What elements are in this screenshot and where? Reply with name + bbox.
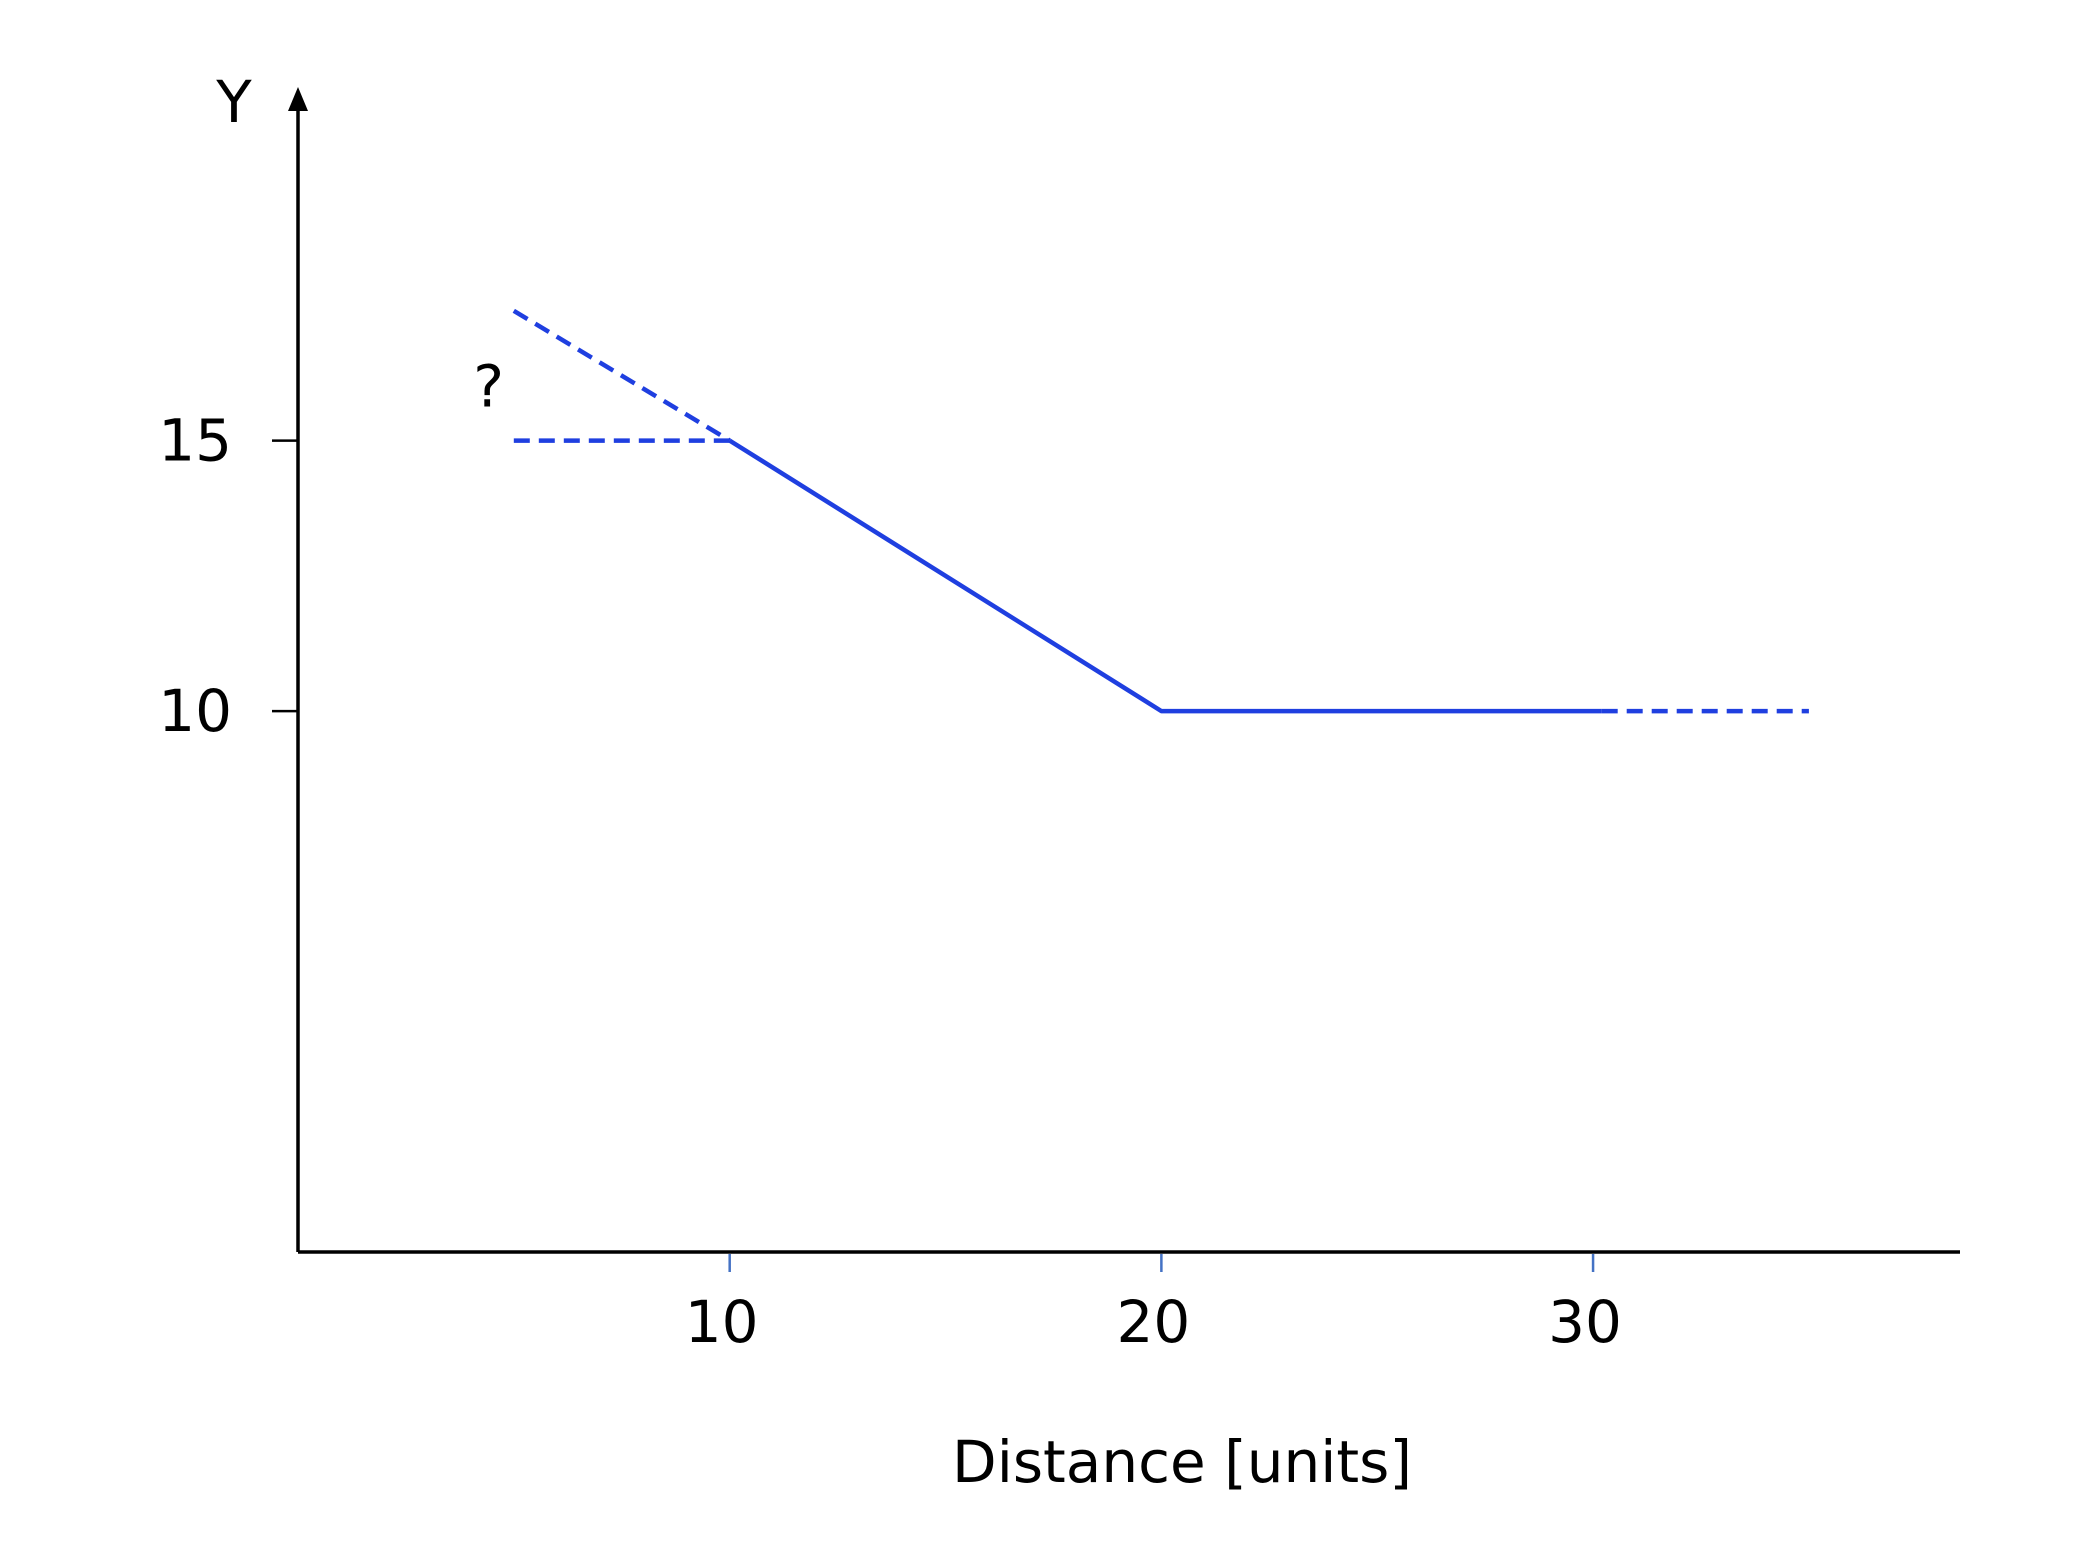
x-tick-label: 20 [1116,1288,1190,1356]
plot-area: 10 15 10 20 30 ? Y Distance [units] [158,68,1960,1496]
y-axis-arrow-icon [288,87,308,111]
x-tick-label: 10 [685,1288,759,1356]
y-axis-label: Y [215,68,252,136]
dashed-series-line-1 [512,308,731,443]
y-tick-label: 10 [158,677,232,745]
x-tick-label: 30 [1548,1288,1622,1356]
x-axis-label: Distance [units] [952,1428,1412,1496]
x-ticks: 10 20 30 [685,1254,1622,1356]
solid-series-line-0 [728,438,1602,714]
y-tick-label: 15 [158,407,232,475]
series-group [512,308,1809,714]
question-mark-annotation: ? [473,353,504,421]
y-ticks: 10 15 [158,407,298,745]
annotations: ? [473,353,504,421]
